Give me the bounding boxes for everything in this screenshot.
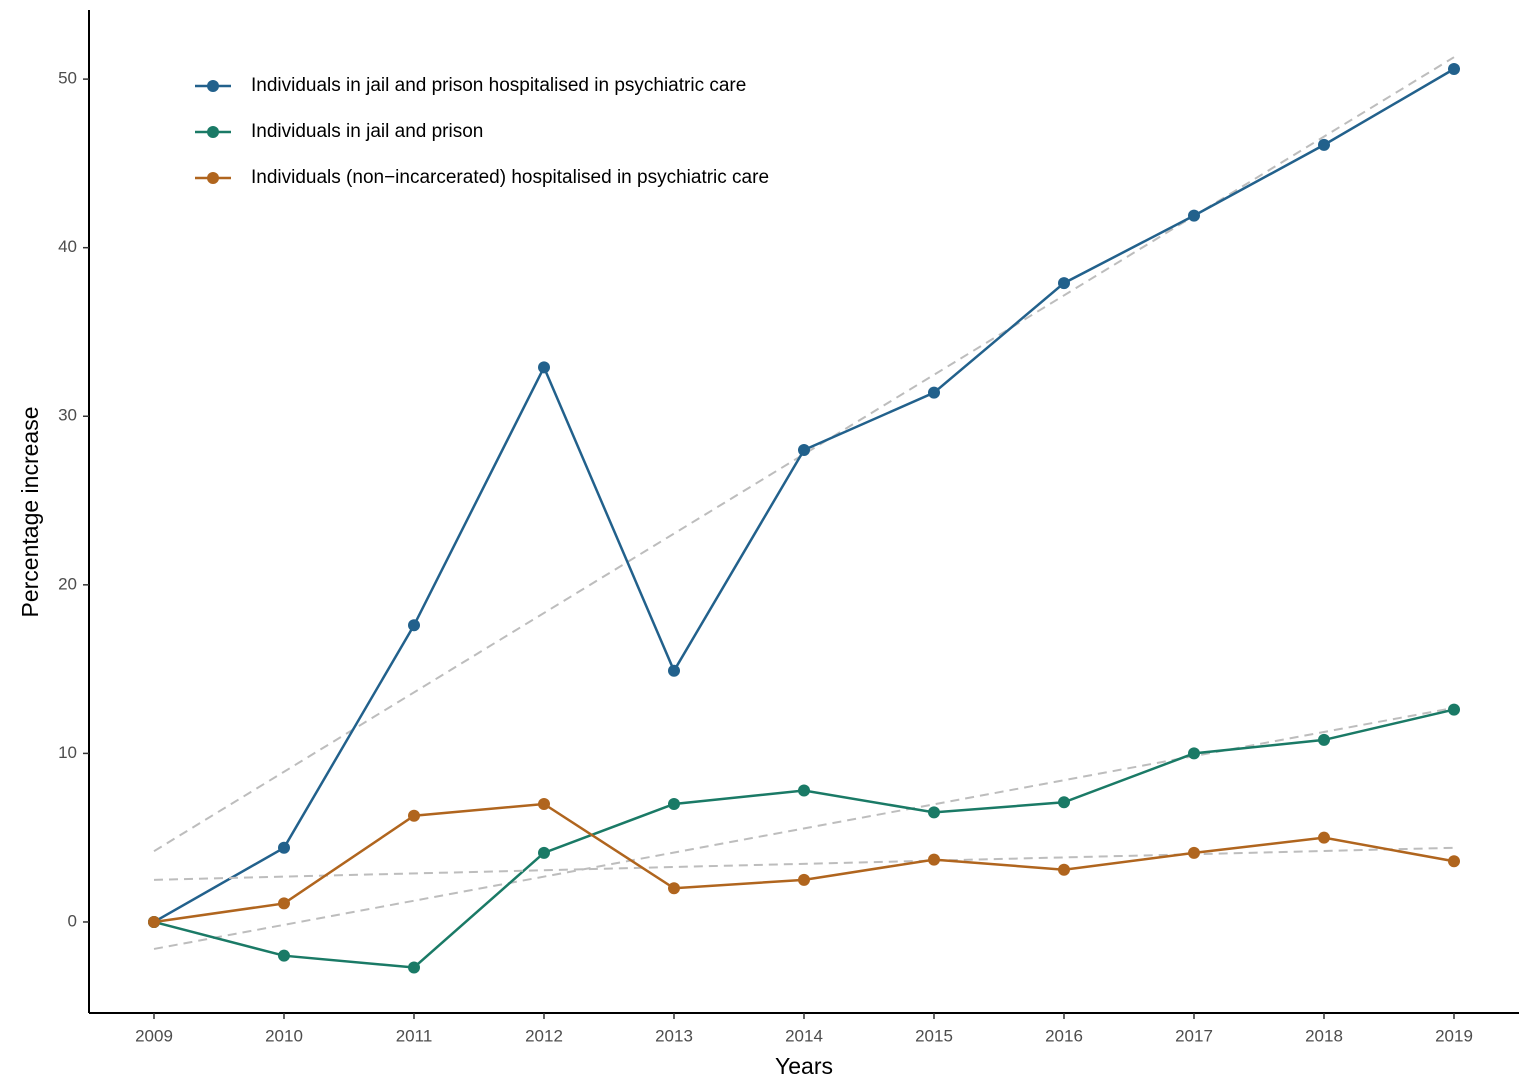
point <box>278 841 290 854</box>
y-tick-label: 50 <box>58 69 77 88</box>
point <box>1448 63 1460 75</box>
point <box>668 664 680 677</box>
trend-line <box>153 706 1455 950</box>
x-axis-title: Years <box>775 1053 833 1079</box>
x-tick-label: 2019 <box>1435 1026 1473 1045</box>
x-tick-label: 2016 <box>1045 1026 1083 1045</box>
legend-point <box>207 126 219 138</box>
x-tick-label: 2011 <box>396 1026 433 1045</box>
point <box>538 846 550 859</box>
point <box>668 797 680 810</box>
y-tick-label: 10 <box>58 743 77 762</box>
point <box>408 809 420 822</box>
trend-line <box>153 846 1455 881</box>
y-tick-label: 40 <box>58 237 77 256</box>
x-tick-label: 2018 <box>1305 1026 1343 1045</box>
point <box>798 784 810 797</box>
y-tick-label: 0 <box>68 911 77 930</box>
legend-label: Individuals in jail and prison hospitali… <box>251 75 746 96</box>
point <box>1448 855 1460 868</box>
point <box>668 882 680 895</box>
point <box>408 619 420 632</box>
x-tick-label: 2012 <box>525 1026 563 1045</box>
point <box>928 806 940 819</box>
point <box>148 915 160 928</box>
y-tick-label: 30 <box>58 406 77 425</box>
point <box>1188 209 1200 222</box>
point <box>928 853 940 866</box>
point <box>408 961 420 974</box>
point <box>1058 277 1070 290</box>
point <box>1318 138 1330 151</box>
legend-label: Individuals (non−incarcerated) hospitali… <box>251 167 769 188</box>
point <box>1318 733 1330 746</box>
point <box>278 897 290 910</box>
x-tick-label: 2009 <box>135 1026 173 1045</box>
point <box>1318 831 1330 844</box>
point <box>1188 846 1200 859</box>
point <box>1448 703 1460 716</box>
x-tick-label: 2017 <box>1175 1026 1213 1045</box>
point <box>538 361 550 374</box>
y-tick-label: 20 <box>58 574 77 593</box>
point <box>1058 796 1070 809</box>
x-tick-label: 2015 <box>915 1026 953 1045</box>
x-tick-label: 2014 <box>785 1026 823 1045</box>
point <box>798 443 810 456</box>
point <box>538 797 550 810</box>
legend-point <box>207 80 219 92</box>
legend-point <box>207 172 219 184</box>
x-tick-label: 2013 <box>655 1026 693 1045</box>
legend-label: Individuals in jail and prison <box>251 121 483 142</box>
point <box>1058 863 1070 876</box>
y-axis-title: Percentage increase <box>17 407 43 618</box>
point <box>798 873 810 886</box>
series-line <box>153 708 1455 969</box>
point <box>928 386 940 399</box>
point <box>278 949 290 962</box>
x-tick-label: 2010 <box>265 1026 303 1045</box>
point <box>1188 747 1200 760</box>
